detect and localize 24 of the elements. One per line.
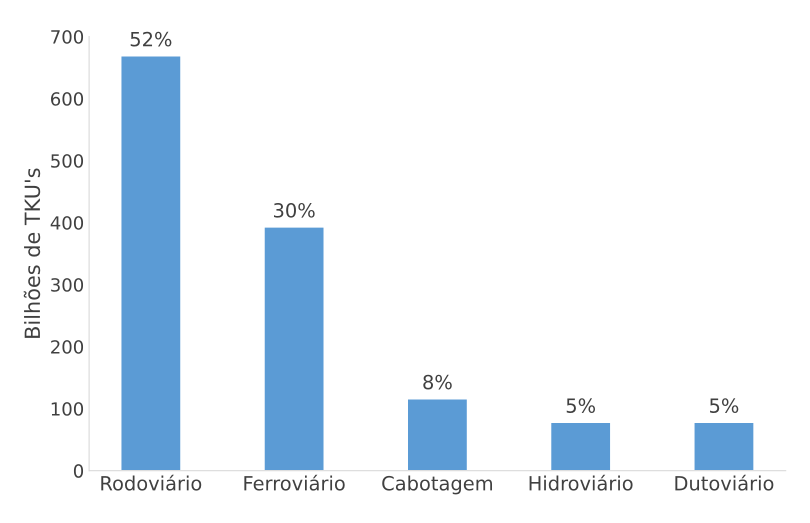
annotation: 5%	[566, 398, 596, 414]
x-tick-label: Dutoviário	[675, 474, 774, 491]
annotation: 52%	[130, 32, 172, 47]
x-tick-label: Ferroviário	[244, 474, 345, 491]
bar	[120, 55, 182, 471]
annotation: 5%	[710, 398, 738, 414]
x-tick-label: Cabotagem	[382, 476, 492, 494]
bar	[693, 422, 755, 471]
x-tick-label: Hidroviário	[530, 474, 633, 491]
bar	[263, 226, 325, 471]
x-tick-label: Rodoviário	[101, 474, 202, 491]
annotation: 8%	[423, 374, 452, 390]
y-tick-label: 300	[51, 278, 84, 292]
y-tick-label: 700	[51, 30, 84, 44]
y-tick-label: 600	[51, 92, 84, 106]
bar	[406, 398, 468, 471]
y-tick-label: 100	[52, 402, 84, 416]
y-tick-label: 400	[50, 216, 84, 230]
y-tick-label: 0	[74, 464, 84, 478]
y-axis-title: Bilhões de TKU's	[24, 168, 40, 338]
bar	[550, 422, 612, 471]
annotation: 30%	[274, 202, 315, 218]
y-tick-label: 500	[51, 154, 84, 168]
y-tick-label: 200	[51, 340, 84, 354]
